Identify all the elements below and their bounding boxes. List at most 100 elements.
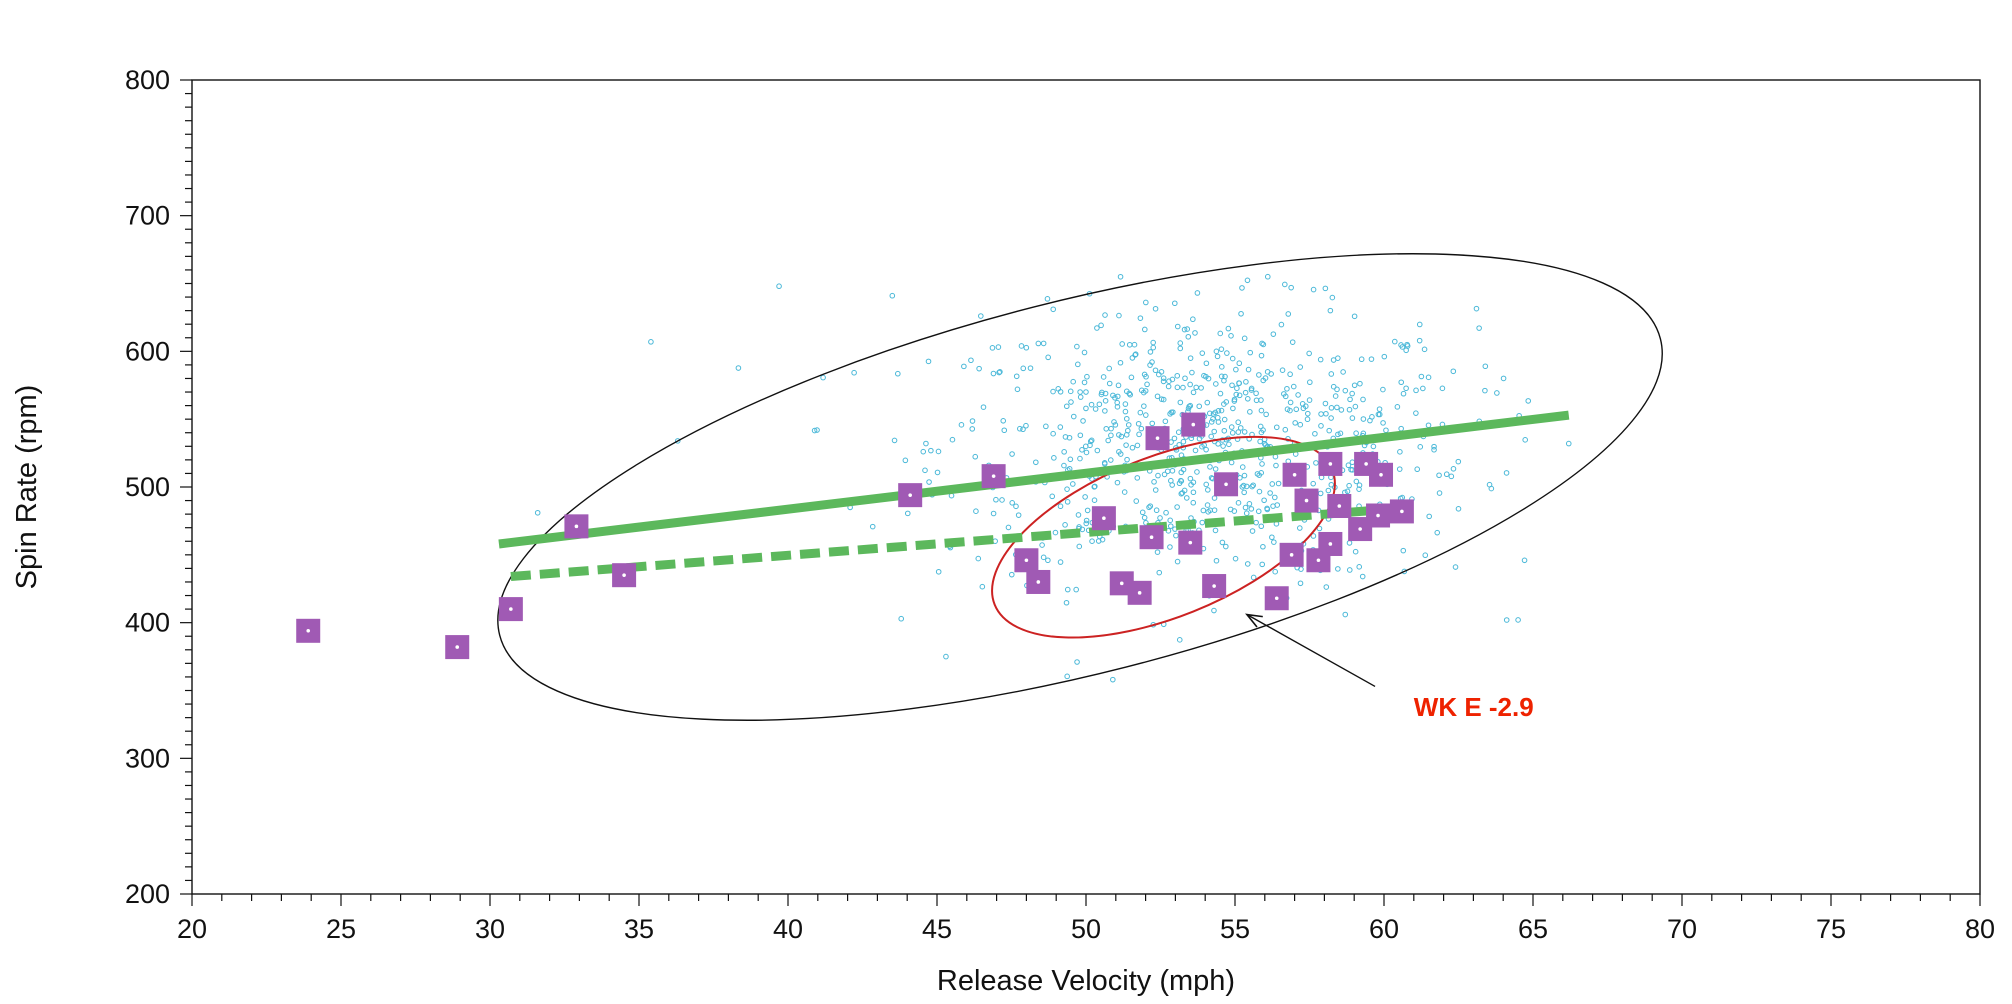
population-point (1116, 448, 1122, 455)
population-point (1318, 423, 1324, 429)
highlight-center-dot (1328, 542, 1333, 546)
population-point (1190, 499, 1197, 506)
population-point (1244, 561, 1251, 567)
population-point (1289, 339, 1296, 345)
population-point (1092, 406, 1099, 412)
population-point (928, 447, 934, 454)
population-point (1035, 340, 1042, 347)
population-point (1074, 659, 1080, 665)
population-point (1247, 349, 1254, 356)
population-point (1112, 422, 1119, 428)
population-point (1222, 373, 1228, 380)
population-point (1285, 311, 1292, 317)
population-point (1436, 490, 1443, 496)
population-point (1077, 432, 1084, 439)
population-point (1253, 397, 1260, 404)
population-point (1107, 457, 1114, 463)
population-point (1205, 487, 1211, 493)
population-point (1455, 506, 1462, 512)
population-point (1136, 431, 1142, 438)
highlight-center-dot (1364, 462, 1368, 466)
population-point (1185, 405, 1192, 412)
population-point (1330, 383, 1337, 390)
population-point (1188, 515, 1194, 521)
population-point (1349, 415, 1356, 421)
population-point (1323, 584, 1330, 590)
population-point (1242, 389, 1249, 396)
population-point (1317, 490, 1324, 497)
population-point (1141, 326, 1148, 333)
population-point (1168, 409, 1175, 416)
population-point (1256, 472, 1262, 478)
population-point (1160, 378, 1167, 385)
population-point (1192, 330, 1198, 336)
population-point (1151, 479, 1157, 485)
highlight-center-dot (1036, 580, 1041, 584)
annotation: WK E -2.9 (1245, 613, 1534, 722)
population-point (1051, 455, 1057, 461)
population-point (1268, 371, 1274, 377)
population-point (1413, 410, 1419, 416)
highlight-center-dot (1191, 422, 1196, 427)
x-tick-label: 35 (624, 914, 654, 944)
population-point (1126, 390, 1133, 397)
population-point (1174, 384, 1181, 391)
population-point (1287, 399, 1294, 406)
population-point (1167, 544, 1173, 550)
highlight-center-dot (509, 607, 513, 611)
population-point (1267, 490, 1273, 496)
population-point (1057, 503, 1064, 510)
population-point (922, 467, 928, 474)
population-point (1416, 321, 1423, 328)
population-point (851, 369, 857, 376)
population-point (1161, 471, 1168, 478)
y-tick-label: 800 (125, 65, 170, 95)
population-point (1418, 373, 1425, 380)
highlight-center-dot (1188, 540, 1193, 545)
population-point (1147, 503, 1154, 509)
population-point (1114, 479, 1121, 486)
population-point (1304, 416, 1311, 423)
population-point (1044, 296, 1051, 302)
population-point (1147, 349, 1154, 355)
population-point (1014, 386, 1021, 393)
population-point (1208, 419, 1215, 425)
population-point (1482, 363, 1489, 370)
population-point (1243, 483, 1250, 490)
population-point (1108, 425, 1114, 432)
population-point (1353, 478, 1360, 485)
population-point (1040, 340, 1047, 347)
population-point (1221, 416, 1228, 423)
population-point (1351, 313, 1358, 320)
population-point (1150, 339, 1156, 346)
highlight-center-dot (1274, 596, 1279, 601)
population-point (674, 438, 681, 444)
population-point (1256, 372, 1262, 378)
population-point (1079, 447, 1085, 453)
population-point (1080, 418, 1086, 424)
population-point (1326, 427, 1332, 434)
population-point (1180, 438, 1187, 445)
highlight-center-dot (1379, 472, 1383, 477)
population-point (972, 453, 979, 460)
population-point (1152, 367, 1159, 374)
population-point (1111, 419, 1117, 425)
population-point (1318, 411, 1324, 417)
highlight-center-dot (1358, 527, 1362, 531)
population-point (1398, 379, 1405, 386)
population-point (1239, 464, 1246, 470)
population-point (978, 313, 984, 319)
population-point (1304, 410, 1311, 417)
population-point (1050, 388, 1056, 395)
population-point (1359, 573, 1366, 580)
population-point (1248, 506, 1255, 512)
population-point (1138, 387, 1145, 394)
population-point (1443, 471, 1450, 478)
population-point (1178, 490, 1185, 497)
population-point (1244, 396, 1251, 402)
population-point (920, 448, 927, 455)
population-point (1061, 449, 1067, 455)
population-point (1368, 356, 1375, 362)
population-point (1091, 497, 1098, 504)
population-point (1344, 488, 1351, 495)
